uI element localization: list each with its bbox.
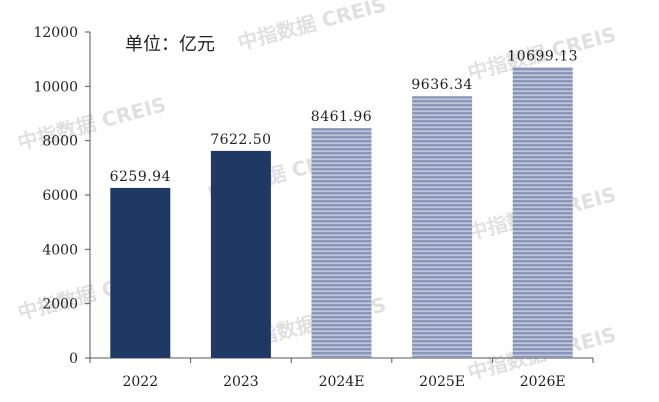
- data-label: 6259.94: [110, 169, 171, 185]
- bar-actual: [110, 187, 171, 358]
- y-tick-label: 8000: [42, 134, 78, 150]
- bar-forecast: [412, 96, 473, 358]
- x-tick-label: 2022: [122, 374, 158, 390]
- y-tick-label: 4000: [42, 242, 78, 258]
- unit-label: 单位：亿元: [125, 34, 215, 55]
- y-tick-label: 12000: [33, 25, 78, 41]
- y-tick-label: 0: [69, 351, 78, 367]
- data-label: 7622.50: [210, 132, 271, 148]
- watermark-text: 中指数据 CREIS: [15, 92, 169, 155]
- axes: 0 2000 4000 6000 8000 10000 12000 2022 2023 2024E…: [33, 25, 594, 390]
- bar-actual: [210, 150, 271, 358]
- bars: [110, 67, 573, 358]
- y-tick-label: 2000: [42, 297, 78, 313]
- y-tick-label: 6000: [42, 188, 78, 204]
- bar-forecast: [311, 128, 372, 358]
- watermark-text: 中指数据 CREIS: [235, 0, 389, 55]
- x-tick-label: 2024E: [319, 374, 365, 390]
- bar-forecast: [512, 67, 573, 358]
- data-labels: 6259.94 7622.50 8461.96 9636.34 10699.13: [110, 48, 578, 185]
- x-tick-label: 2025E: [419, 374, 465, 390]
- x-tick-label: 2023: [223, 374, 259, 390]
- data-label: 10699.13: [507, 48, 578, 64]
- y-tick-label: 10000: [33, 79, 78, 95]
- data-label: 9636.34: [411, 77, 472, 93]
- data-label: 8461.96: [311, 109, 372, 125]
- x-tick-label: 2026E: [520, 374, 566, 390]
